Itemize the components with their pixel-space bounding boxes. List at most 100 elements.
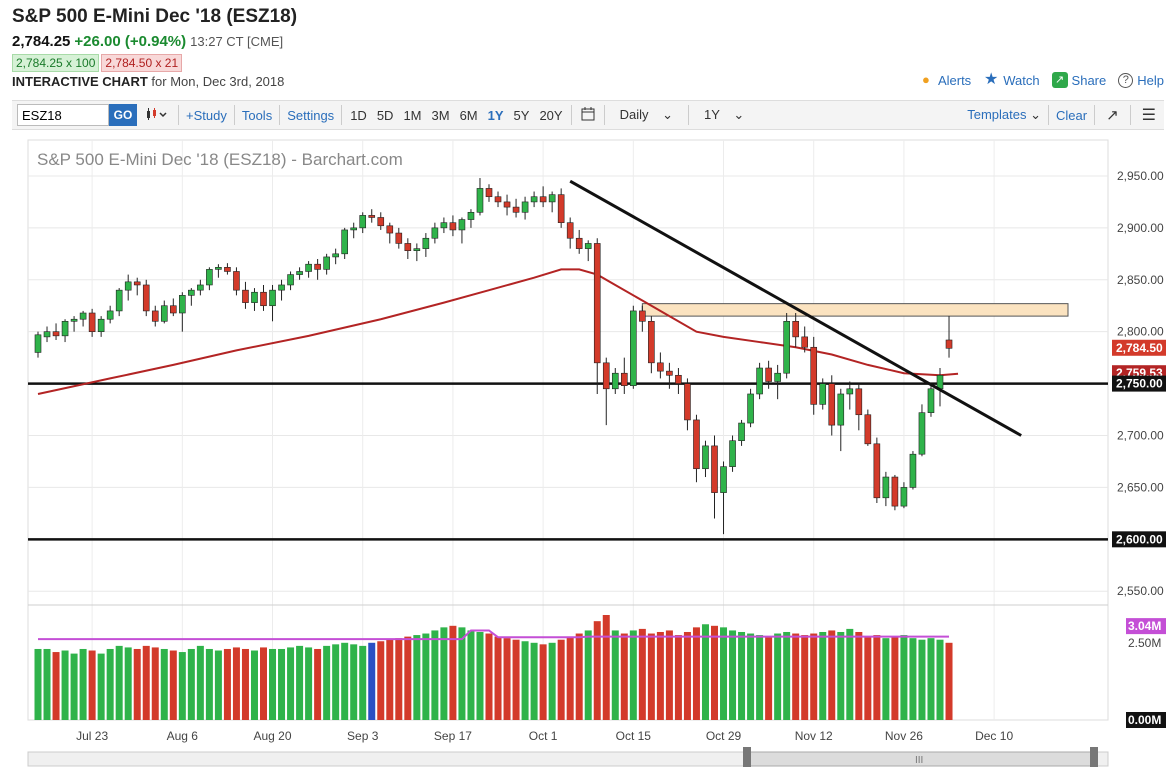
volume-bar: [864, 636, 872, 720]
volume-bar: [503, 638, 511, 720]
period-1y[interactable]: 1Y: [487, 107, 504, 123]
candle-body: [747, 393, 754, 424]
interactive-title: INTERACTIVE CHART: [12, 74, 148, 89]
candle-body: [485, 188, 493, 198]
watch-link[interactable]: ★ Watch: [983, 72, 1040, 88]
range-dropdown[interactable]: 1Y ⌄: [692, 107, 756, 123]
candle-body: [900, 487, 908, 507]
candle-body: [846, 388, 854, 395]
volume-bar: [828, 630, 836, 720]
interval-dropdown[interactable]: Daily ⌄: [608, 107, 685, 123]
separator: [1048, 105, 1049, 125]
period-5y[interactable]: 5Y: [513, 107, 530, 123]
volume-bar: [395, 638, 403, 720]
separator: [178, 105, 179, 125]
candle-body: [34, 334, 42, 353]
scroll-handle-right[interactable]: [1090, 747, 1098, 767]
candle-body: [269, 289, 276, 307]
menu-button[interactable]: ☰: [1134, 105, 1164, 125]
line-750-label: 2,750.00: [1116, 377, 1163, 391]
candle-body: [611, 372, 619, 390]
separator: [603, 105, 605, 125]
candle-body: [440, 222, 448, 229]
volume-bar: [873, 635, 881, 720]
study-button[interactable]: +Study: [186, 107, 227, 123]
go-button[interactable]: GO: [109, 104, 137, 126]
y-tick-label: 2,850.00: [1117, 273, 1164, 287]
volume-bar: [900, 635, 908, 720]
x-tick-label: Nov 26: [885, 729, 923, 743]
volume-bar: [449, 625, 457, 720]
alerts-label: Alerts: [937, 72, 972, 88]
volume-bar: [701, 624, 709, 720]
volume-bar: [97, 653, 105, 720]
candle-body: [215, 267, 222, 270]
volume-bar: [467, 630, 475, 720]
candle-body: [765, 367, 772, 382]
candle-body: [70, 318, 78, 322]
calendar-button[interactable]: [575, 106, 601, 125]
candle-body: [368, 215, 376, 218]
candle-body: [675, 374, 682, 384]
candle-body: [242, 289, 249, 303]
share-icon: ↗: [1051, 72, 1068, 88]
separator: [1094, 105, 1096, 125]
volume-bar: [386, 639, 394, 720]
candle-body: [873, 443, 881, 499]
period-20y[interactable]: 20Y: [539, 107, 563, 123]
help-link[interactable]: ? Help: [1118, 72, 1164, 88]
scroll-handle-left[interactable]: [743, 747, 751, 767]
tools-button[interactable]: Tools: [241, 107, 273, 123]
volume-bar: [223, 648, 231, 720]
share-link[interactable]: ↗ Share: [1051, 72, 1106, 88]
expand-button[interactable]: ↗: [1098, 106, 1127, 124]
candle-body: [197, 284, 204, 291]
alerts-link[interactable]: ● Alerts: [918, 72, 971, 88]
candle-body: [151, 310, 159, 322]
y-tick-label: 2,950.00: [1117, 169, 1164, 183]
candle-body: [648, 321, 655, 364]
top-links: ● Alerts ★ Watch ↗ Share ? Help: [918, 72, 1164, 88]
volume-bar: [305, 647, 313, 720]
period-5d[interactable]: 5D: [376, 107, 394, 123]
chart-toolbar: GO +Study Tools Settings 1D 5D 1M 3M 6M …: [12, 100, 1164, 130]
price-change: +26.00 (+0.94%): [74, 33, 187, 50]
y-tick-label: 2,900.00: [1117, 221, 1164, 235]
volume-bar: [413, 635, 421, 720]
symbol-input[interactable]: [17, 104, 109, 126]
volume-bar: [350, 644, 358, 720]
period-6m[interactable]: 6M: [459, 107, 478, 123]
volume-bar: [656, 631, 664, 720]
candle-body: [620, 372, 628, 386]
bid-badge: 2,784.25 x 100: [12, 54, 100, 72]
volume-bar: [368, 642, 376, 720]
x-tick-label: Aug 6: [167, 729, 199, 743]
last-price: 2,784.25: [12, 33, 71, 50]
volume-bar: [377, 641, 385, 720]
settings-button[interactable]: Settings: [287, 107, 335, 123]
candle-body: [224, 267, 231, 272]
period-1d[interactable]: 1D: [350, 107, 367, 123]
volume-bar: [260, 647, 267, 720]
volume-bar: [692, 627, 700, 720]
clear-button[interactable]: Clear: [1056, 107, 1088, 123]
period-1m[interactable]: 1M: [403, 107, 422, 123]
separator: [570, 105, 572, 125]
last-price-label-bg: [1112, 339, 1166, 356]
toolbar-right: Templates ⌄ Clear ↗ ☰: [963, 105, 1164, 125]
candle-body: [738, 422, 745, 441]
volume-bar: [891, 636, 899, 720]
bell-icon: ●: [922, 72, 930, 87]
templates-dropdown[interactable]: Templates ⌄: [963, 107, 1045, 123]
period-3m[interactable]: 3M: [431, 107, 450, 123]
separator: [341, 105, 343, 125]
volume-bar: [711, 625, 718, 720]
volume-bar: [169, 650, 177, 720]
chart-type-dropdown[interactable]: [137, 107, 175, 124]
volume-bar: [124, 647, 132, 720]
candle-body: [314, 263, 321, 270]
volume-bar: [106, 648, 114, 720]
volume-bar: [52, 652, 60, 720]
interval-label: Daily: [619, 107, 649, 122]
